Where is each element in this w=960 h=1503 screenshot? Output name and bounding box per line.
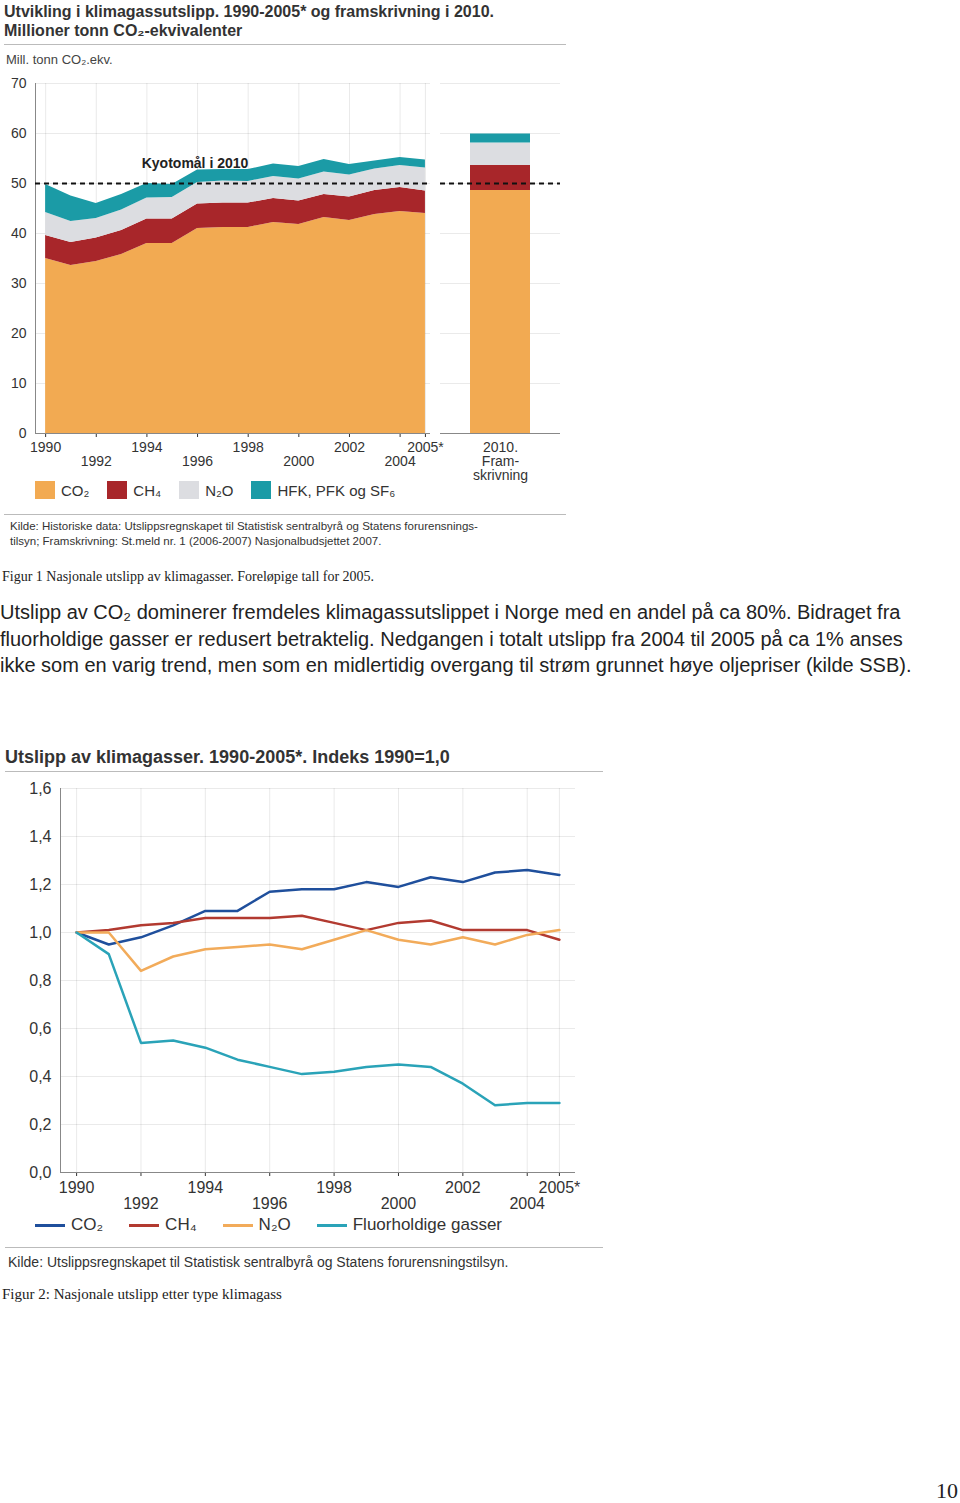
svg-text:0,0: 0,0 [29, 1164, 51, 1181]
html-text:Kilde: Historiske data: Utslip: Kilde: Historiske data: Utslippsregnskap… [10, 520, 478, 547]
html-text:HFK, PFK og SF₆: HFK, PFK og SF₆ [277, 481, 396, 499]
svg-text:2000: 2000 [381, 1195, 417, 1212]
html-text:N₂O: N₂O [205, 481, 234, 499]
svg-text:Kyotomål i 2010: Kyotomål i 2010 [142, 155, 249, 171]
svg-text:60: 60 [11, 125, 27, 141]
html-text:Figur 2: Nasjonale utslipp ett: Figur 2: Nasjonale utslipp etter type kl… [2, 1286, 282, 1302]
svg-text:0: 0 [19, 425, 27, 441]
svg-text:1996: 1996 [182, 453, 213, 469]
html-text:Utslipp av klimagasser. 1990-2: Utslipp av klimagasser. 1990-2005*. Inde… [5, 747, 450, 767]
svg-text:0,2: 0,2 [29, 1116, 51, 1133]
svg-text:1,0: 1,0 [29, 924, 51, 941]
svg-text:1990: 1990 [59, 1179, 95, 1196]
svg-text:1998: 1998 [233, 439, 264, 455]
svg-text:1996: 1996 [252, 1195, 288, 1212]
svg-text:0,6: 0,6 [29, 1020, 51, 1037]
svg-text:1,4: 1,4 [29, 828, 51, 845]
svg-text:2005*: 2005* [538, 1179, 580, 1196]
html-text:Mill. tonn CO₂.ekv.: Mill. tonn CO₂.ekv. [6, 52, 113, 67]
html-text:Utslipp av CO₂ dominerer fremd: Utslipp av CO₂ dominerer fremdeles klima… [0, 601, 912, 676]
svg-text:2000: 2000 [283, 453, 314, 469]
html-text:CH₄: CH₄ [133, 481, 162, 499]
svg-text:30: 30 [11, 275, 27, 291]
html-text:CO₂: CO₂ [71, 1215, 104, 1234]
html-text:Kilde: Utslippsregnskapet til: Kilde: Utslippsregnskapet til Statistisk… [8, 1254, 509, 1270]
html-text:Fluorholdige gasser: Fluorholdige gasser [352, 1215, 502, 1234]
html-text:Millioner tonn CO₂-ekvivalente: Millioner tonn CO₂-ekvivalenter [4, 22, 243, 39]
svg-text:2002: 2002 [334, 439, 365, 455]
html-text:10: 10 [936, 1478, 958, 1503]
svg-text:1,6: 1,6 [29, 780, 51, 797]
html-text:N₂O: N₂O [258, 1215, 291, 1234]
html-text:CO₂: CO₂ [61, 481, 90, 499]
svg-text:1992: 1992 [123, 1195, 159, 1212]
svg-text:1994: 1994 [131, 439, 162, 455]
svg-text:20: 20 [11, 325, 27, 341]
svg-text:2004: 2004 [385, 453, 416, 469]
svg-text:1992: 1992 [81, 453, 112, 469]
svg-text:1998: 1998 [316, 1179, 352, 1196]
svg-text:1990: 1990 [30, 439, 61, 455]
svg-text:0,4: 0,4 [29, 1068, 51, 1085]
svg-text:2002: 2002 [445, 1179, 481, 1196]
html-text:Figur 1 Nasjonale utslipp av k: Figur 1 Nasjonale utslipp av klimagasser… [2, 569, 375, 584]
svg-text:2010.Fram-skrivning: 2010.Fram-skrivning [473, 439, 528, 483]
svg-text:50: 50 [11, 175, 27, 191]
html-text:Utvikling i klimagassutslipp.: Utvikling i klimagassutslipp. 1990-2005*… [4, 3, 494, 20]
svg-text:10: 10 [11, 375, 27, 391]
svg-text:2004: 2004 [509, 1195, 545, 1212]
svg-text:1994: 1994 [188, 1179, 224, 1196]
svg-text:70: 70 [11, 75, 27, 91]
html-text:CH₄: CH₄ [165, 1215, 197, 1234]
svg-text:0,8: 0,8 [29, 972, 51, 989]
svg-text:1,2: 1,2 [29, 876, 51, 893]
svg-text:2005*: 2005* [407, 439, 444, 455]
svg-text:40: 40 [11, 225, 27, 241]
